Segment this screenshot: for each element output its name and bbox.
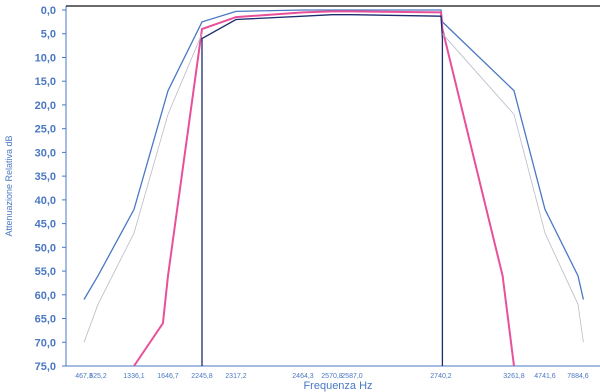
x-tick-label: 467,3 (75, 373, 93, 380)
x-tick-label: 2317,2 (225, 373, 247, 380)
x-tick-label: 625,2 (89, 373, 107, 380)
y-tick-label: 65,0 (35, 314, 56, 326)
y-tick-label: 75,0 (35, 361, 56, 373)
x-tick-label: 1646,7 (157, 373, 179, 380)
y-tick-label: 25,0 (35, 124, 56, 136)
y-tick-label: 0,0 (41, 5, 56, 17)
x-tick-label: 1336,1 (123, 373, 145, 380)
y-tick-label: 30,0 (35, 147, 56, 159)
series-line-navy (201, 14, 444, 366)
y-tick-label: 35,0 (35, 171, 56, 183)
y-tick-label: 15,0 (35, 76, 56, 88)
x-tick-label: 4741,6 (534, 373, 556, 380)
y-axis-ticks: 0,0 5,0 10,0 15,0 20,0 25,0 30,0 35,0 40,0 45,0 50… (35, 5, 66, 373)
y-tick-label: 10,0 (35, 52, 56, 64)
y-tick-label: 40,0 (35, 195, 56, 207)
y-tick-label: 55,0 (35, 266, 56, 278)
x-tick-label: 2570,8 (321, 373, 343, 380)
y-tick-label: 45,0 (35, 219, 56, 231)
y-tick-label: 50,0 (35, 242, 56, 254)
y-tick-label: 70,0 (35, 337, 56, 349)
x-tick-label: 2740,2 (430, 373, 452, 380)
y-tick-label: 5,0 (41, 29, 56, 41)
x-tick-label: 7884,6 (567, 373, 589, 380)
x-tick-label: 2464,3 (292, 373, 314, 380)
y-tick-label: 60,0 (35, 290, 56, 302)
series-line-pink (133, 10, 515, 367)
y-axis-label: Attenuazione Relativa dB (4, 135, 14, 236)
x-tick-label: 2245,8 (191, 373, 213, 380)
series-line-faint (442, 33, 584, 343)
series-line-blue (83, 9, 585, 300)
x-tick-label: 3261,8 (503, 373, 525, 380)
y-tick-label: 20,0 (35, 100, 56, 112)
series-line-faint (83, 33, 203, 343)
series-group (83, 9, 585, 367)
x-tick-label: 2587,0 (341, 373, 363, 380)
x-axis-label: Frequenza Hz (303, 380, 372, 392)
